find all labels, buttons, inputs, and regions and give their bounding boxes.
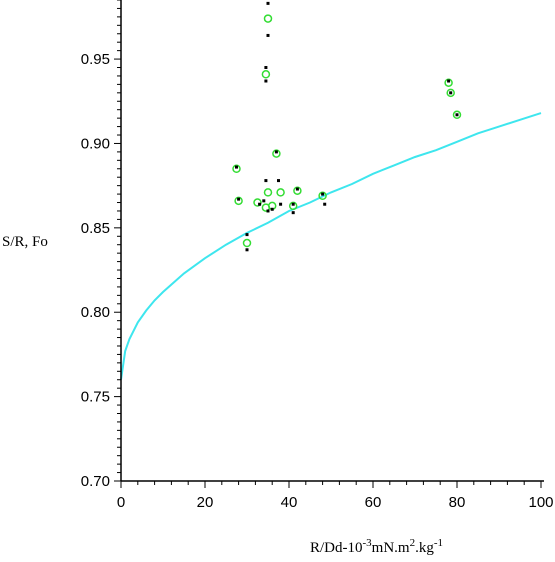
data-point-open <box>276 188 285 197</box>
x-axis-label-superscript: -1 <box>434 537 443 549</box>
x-tick-label: 20 <box>197 494 214 511</box>
data-point-filled <box>266 33 270 37</box>
data-point-filled <box>264 179 268 183</box>
x-tick-label: 0 <box>117 494 125 511</box>
data-point-open <box>444 78 453 87</box>
data-point-filled <box>274 150 278 154</box>
x-axis-label-part: mN.m <box>372 540 410 556</box>
x-axis-label-part: .kg <box>415 540 434 556</box>
data-point-filled <box>235 165 238 169</box>
data-point-filled <box>455 113 459 117</box>
data-point-open <box>452 110 462 120</box>
x-tick-label: 80 <box>449 494 466 511</box>
data-point-open <box>263 14 273 23</box>
x-axis-label-superscript: -3 <box>363 537 373 549</box>
data-point-open <box>253 198 262 207</box>
y-axis-label: S/R, Fo <box>2 234 48 250</box>
x-axis-label: R/Dd-10-3mN.m2.kg-1 <box>310 537 443 556</box>
data-point-open <box>446 88 455 98</box>
fit-curve <box>120 112 542 380</box>
data-point-filled <box>264 66 268 70</box>
data-point-open <box>293 186 302 195</box>
data-point-filled <box>449 91 453 95</box>
data-point-open <box>232 164 241 174</box>
x-tick-label: 100 <box>528 494 553 511</box>
data-point-open <box>261 70 271 79</box>
data-point-filled <box>266 209 270 213</box>
y-tick-label: 0.90 <box>81 135 110 152</box>
data-point-open <box>288 201 298 211</box>
y-tick-label: 0.95 <box>81 51 110 68</box>
x-axis-label-part: R/Dd-10 <box>310 540 363 556</box>
data-point-open <box>272 149 281 158</box>
data-point-filled <box>262 199 266 203</box>
x-tick-label: 40 <box>281 494 298 511</box>
y-tick-label: 0.70 <box>81 473 110 490</box>
data-point-open <box>234 196 243 206</box>
y-tick-label: 0.80 <box>81 304 110 321</box>
data-point-filled <box>245 248 249 252</box>
data-point-filled <box>447 79 451 83</box>
axes <box>120 0 544 482</box>
data-point-filled <box>258 202 262 206</box>
data-point-filled <box>279 202 283 206</box>
data-point-filled <box>291 202 295 206</box>
data-point-filled <box>323 202 327 206</box>
data-point-filled <box>237 197 241 201</box>
data-point-filled <box>291 211 295 215</box>
data-point-filled <box>266 1 270 5</box>
data-point-filled <box>321 192 325 196</box>
data-points-layer <box>232 1 462 252</box>
data-point-filled <box>295 187 299 191</box>
data-point-open <box>318 191 327 201</box>
fit-curve-layer <box>120 112 542 380</box>
data-point-filled <box>270 207 274 211</box>
data-point-filled <box>245 233 249 237</box>
data-point-filled <box>264 79 268 83</box>
y-tick-label: 0.85 <box>81 220 110 237</box>
data-point-open <box>263 188 273 197</box>
x-axis-label-superscript: 2 <box>410 537 416 549</box>
y-tick-label: 0.75 <box>81 389 110 406</box>
ticks-layer: 0.70 0.75 0.80 0.85 0.90 0.95 0 20 40 60 80 100 <box>81 0 554 511</box>
data-point-filled <box>277 179 280 183</box>
x-tick-label: 60 <box>365 494 382 511</box>
data-point-open <box>242 238 252 248</box>
